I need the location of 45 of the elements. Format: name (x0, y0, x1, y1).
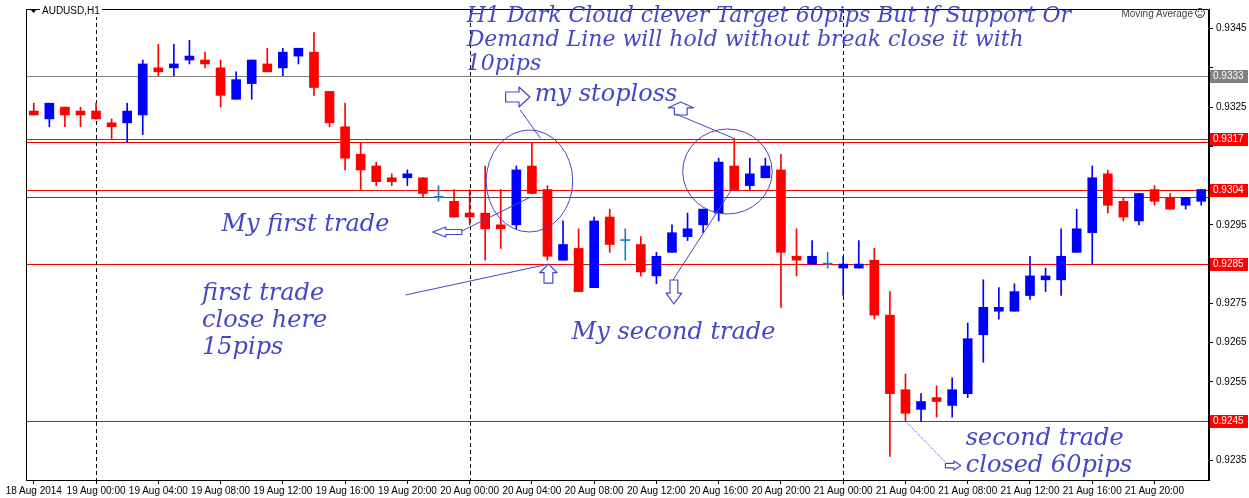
y-tick-label: 0.9295 (1216, 218, 1248, 230)
y-tick-label: 0.9265 (1216, 336, 1248, 348)
x-tick-label: 20 Aug 20:00 (751, 484, 811, 496)
y-tick-label: 0.9275 (1216, 297, 1248, 309)
chart-title: AUDUSD,H1 (40, 5, 102, 17)
x-tick-label: 19 Aug 20:00 (377, 484, 438, 496)
x-tick-label: 19 Aug 00:00 (66, 484, 126, 496)
candlestick (838, 255, 849, 296)
x-tick-label: 20 Aug 00:00 (440, 484, 500, 496)
annotation: second trade closed 60pips (965, 423, 1134, 478)
x-tick-label: 21 Aug 16:00 (1062, 484, 1123, 496)
y-tick-label: 0.9255 (1216, 375, 1248, 387)
x-tick-label: 21 Aug 08:00 (938, 484, 998, 496)
x-tick-label: 20 Aug 12:00 (626, 484, 687, 496)
ref-line-label: 0.9333 (1213, 70, 1245, 82)
x-tick-label: 21 Aug 20:00 (1125, 484, 1185, 496)
candlestick (620, 228, 631, 261)
x-tick-label: 21 Aug 04:00 (875, 484, 936, 496)
y-tick-label: 0.9235 (1216, 454, 1248, 466)
x-tick-label: 20 Aug 04:00 (502, 484, 562, 496)
annotation: Moving Average (1121, 8, 1193, 20)
x-tick-label: 19 Aug 08:00 (191, 484, 251, 496)
x-tick-label: 20 Aug 16:00 (689, 484, 749, 496)
x-tick-label: 21 Aug 00:00 (813, 484, 874, 496)
annotation: My second trade (571, 317, 776, 345)
candlestick (994, 287, 1004, 320)
x-tick-label: 20 Aug 08:00 (564, 484, 625, 496)
x-tick-label: 19 Aug 04:00 (128, 484, 189, 496)
y-tick-label: 0.9345 (1216, 22, 1248, 34)
candlestick (853, 240, 864, 269)
x-tick-label: 18 Aug 2014 (5, 484, 63, 496)
annotation: H1 Dark Cloud clever Target 60pips But if Support Or Demand Line will hold without break close it with 10pips (466, 2, 1073, 75)
y-tick-label: 0.9325 (1216, 100, 1248, 112)
candlestick (169, 44, 179, 77)
x-tick-label: 19 Aug 16:00 (315, 484, 376, 496)
annotation: My first trade (221, 209, 390, 237)
ref-line-label: 0.9304 (1213, 184, 1245, 196)
ref-line-label: 0.9245 (1213, 415, 1245, 427)
ref-line-label: 0.9285 (1213, 258, 1245, 270)
x-tick-label: 21 Aug 12:00 (1000, 484, 1060, 496)
annotation: first trade close here 15pips (202, 278, 329, 360)
annotation: my stoploss (534, 79, 678, 107)
x-tick-label: 19 Aug 12:00 (253, 484, 313, 496)
ref-line-label: 0.9317 (1213, 133, 1245, 145)
candlestick (153, 44, 164, 77)
